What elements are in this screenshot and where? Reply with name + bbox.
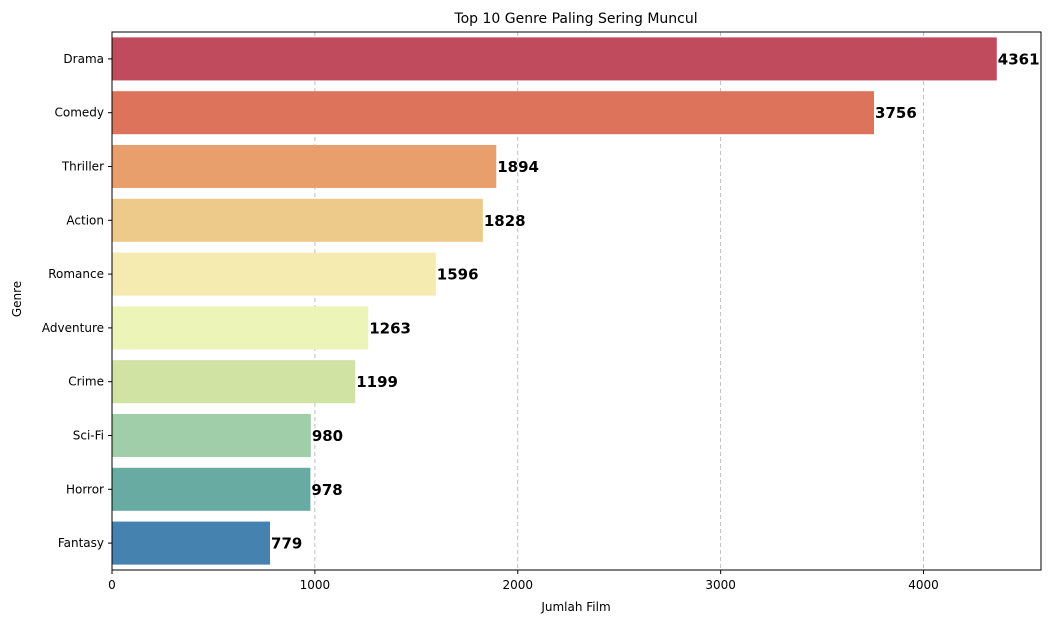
x-tick-label: 4000 xyxy=(908,578,939,592)
data-label: 3756 xyxy=(875,104,917,122)
data-labels-layer: 4361 3756 1894 1828 1596 1263 1199 980 978 779 xyxy=(271,50,1039,552)
y-tick-label: Horror xyxy=(66,482,104,496)
data-label: 978 xyxy=(311,481,342,499)
plot-frame xyxy=(111,31,1042,571)
y-tick-label: Adventure xyxy=(42,321,104,335)
data-label: 1894 xyxy=(497,158,539,176)
bar-fantasy xyxy=(112,521,271,565)
x-tick-label: 0 xyxy=(108,578,116,592)
y-tick-label: Action xyxy=(66,213,104,227)
chart-title: Top 10 Genre Paling Sering Muncul xyxy=(453,11,697,27)
data-label: 1199 xyxy=(356,373,398,391)
x-tick-label: 1000 xyxy=(300,578,331,592)
y-tick-label: Sci-Fi xyxy=(73,429,104,443)
bar-romance xyxy=(112,252,436,296)
data-label: 1828 xyxy=(484,212,526,230)
y-tick-label: Crime xyxy=(68,375,104,389)
x-axis-title: Jumlah Film xyxy=(540,600,610,614)
y-tick-label: Fantasy xyxy=(58,536,104,550)
bar-adventure xyxy=(112,306,369,350)
bar-action xyxy=(112,198,483,242)
data-label: 1596 xyxy=(437,266,479,284)
bar-comedy xyxy=(112,91,875,135)
x-tick-label: 3000 xyxy=(705,578,736,592)
y-axis-title: Genre xyxy=(10,281,24,317)
bars-layer xyxy=(112,37,997,565)
data-label: 1263 xyxy=(369,319,411,337)
data-label: 980 xyxy=(312,427,343,445)
grid-layer xyxy=(314,32,924,570)
x-axis: 0 1000 2000 3000 4000 xyxy=(108,570,939,592)
x-tick-label: 2000 xyxy=(502,578,533,592)
y-tick-label: Drama xyxy=(63,52,104,66)
bar-horror xyxy=(112,467,311,511)
y-axis: Drama Comedy Thriller Action Romance Adventur… xyxy=(42,52,112,550)
data-label: 4361 xyxy=(998,50,1040,68)
bar-sci-fi xyxy=(112,413,311,458)
data-label: 779 xyxy=(271,535,302,553)
y-tick-label: Romance xyxy=(48,267,104,281)
bar-drama xyxy=(112,37,997,81)
y-tick-label: Comedy xyxy=(54,106,104,120)
y-tick-label: Thriller xyxy=(61,160,104,174)
bar-thriller xyxy=(112,144,497,189)
bar-crime xyxy=(112,360,356,404)
